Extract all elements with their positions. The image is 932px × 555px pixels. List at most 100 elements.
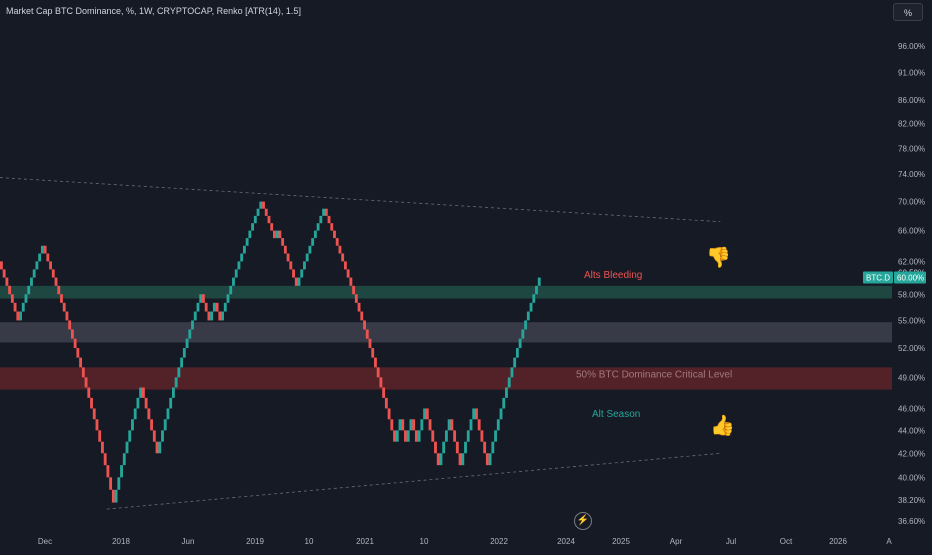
- renko-brick: [294, 277, 298, 286]
- renko-brick: [199, 294, 203, 303]
- renko-brick: [305, 253, 309, 262]
- renko-brick: [535, 285, 538, 295]
- renko-brick: [346, 269, 350, 278]
- renko-brick: [450, 419, 454, 431]
- renko-brick: [365, 329, 369, 339]
- renko-brick: [466, 430, 470, 442]
- renko-brick: [499, 408, 503, 420]
- renko-brick: [144, 397, 148, 409]
- renko-brick: [308, 245, 312, 254]
- last-price-label: 60.00%: [897, 274, 924, 283]
- renko-brick: [158, 441, 162, 454]
- renko-brick: [360, 311, 364, 321]
- renko-brick: [524, 320, 528, 330]
- renko-brick: [436, 453, 440, 466]
- renko-brick: [155, 441, 159, 454]
- renko-brick: [267, 215, 271, 224]
- renko-brick: [349, 277, 353, 286]
- y-tick-label: 52.00%: [898, 344, 925, 353]
- renko-brick: [464, 441, 467, 454]
- renko-brick: [311, 238, 315, 246]
- x-tick-label: 2018: [112, 537, 130, 546]
- renko-brick: [90, 397, 93, 409]
- gray-zone: [0, 322, 892, 343]
- renko-brick: [521, 329, 525, 339]
- renko-brick: [278, 230, 282, 239]
- renko-brick: [275, 230, 279, 239]
- renko-brick: [27, 285, 31, 295]
- renko-brick: [180, 357, 184, 368]
- renko-brick: [248, 230, 252, 239]
- renko-brick: [122, 453, 126, 466]
- renko-brick: [43, 245, 47, 254]
- renko-brick: [379, 377, 383, 388]
- y-tick-label: 58.00%: [898, 290, 925, 299]
- renko-brick: [404, 430, 407, 442]
- renko-brick: [414, 430, 418, 442]
- x-tick-label: Jun: [182, 537, 195, 546]
- renko-brick: [207, 311, 211, 321]
- renko-brick: [19, 311, 22, 321]
- x-tick-label: 2021: [356, 537, 374, 546]
- x-tick-label: 2019: [246, 537, 264, 546]
- renko-brick: [30, 277, 33, 286]
- renko-brick: [177, 367, 181, 378]
- y-tick-label: 46.00%: [898, 404, 925, 413]
- renko-brick: [193, 311, 197, 321]
- renko-brick: [510, 367, 514, 378]
- x-tick-label: 2025: [612, 537, 630, 546]
- renko-brick: [221, 311, 224, 321]
- y-tick-label: 44.00%: [898, 426, 925, 435]
- renko-brick: [185, 338, 189, 349]
- renko-brick: [393, 430, 396, 442]
- x-tick-label: Dec: [38, 537, 52, 546]
- renko-brick: [87, 387, 91, 398]
- renko-brick: [182, 348, 186, 358]
- renko-brick: [106, 465, 110, 478]
- renko-brick: [376, 367, 380, 378]
- renko-brick: [242, 245, 246, 254]
- renko-brick: [371, 348, 375, 358]
- renko-brick: [507, 377, 511, 388]
- renko-brick: [84, 377, 88, 388]
- percent-scale-button[interactable]: %: [893, 3, 923, 21]
- renko-brick: [281, 238, 285, 246]
- renko-brick: [286, 253, 290, 262]
- renko-brick: [387, 408, 391, 420]
- renko-brick: [341, 253, 345, 262]
- x-tick-label: A: [886, 537, 892, 546]
- y-tick-label: 78.00%: [898, 144, 925, 153]
- renko-brick: [226, 294, 230, 303]
- renko-brick: [46, 253, 50, 262]
- renko-brick: [2, 269, 6, 278]
- renko-brick: [103, 453, 107, 466]
- renko-brick: [300, 269, 304, 278]
- y-tick-label: 62.00%: [898, 257, 925, 266]
- x-tick-label: 10: [420, 537, 429, 546]
- renko-brick: [150, 419, 153, 431]
- lightning-icon[interactable]: ⚡: [574, 512, 592, 530]
- renko-brick: [161, 430, 164, 442]
- renko-brick: [68, 320, 72, 330]
- y-tick-label: 55.00%: [898, 316, 925, 325]
- renko-brick: [412, 419, 416, 431]
- renko-brick: [171, 387, 175, 398]
- renko-brick: [57, 285, 61, 295]
- renko-brick: [357, 302, 361, 312]
- renko-brick: [368, 338, 372, 349]
- renko-brick: [461, 453, 465, 466]
- renko-brick: [431, 430, 435, 442]
- renko-brick: [35, 261, 39, 270]
- renko-brick: [469, 419, 473, 431]
- x-tick-label: Jul: [726, 537, 736, 546]
- renko-brick: [204, 302, 208, 312]
- renko-brick: [483, 441, 487, 454]
- renko-brick: [322, 208, 325, 216]
- renko-brick: [81, 367, 85, 378]
- y-tick-label: 42.00%: [898, 449, 925, 458]
- symbol-badge-bg: [863, 271, 893, 284]
- renko-brick: [245, 238, 249, 246]
- renko-brick: [515, 348, 519, 358]
